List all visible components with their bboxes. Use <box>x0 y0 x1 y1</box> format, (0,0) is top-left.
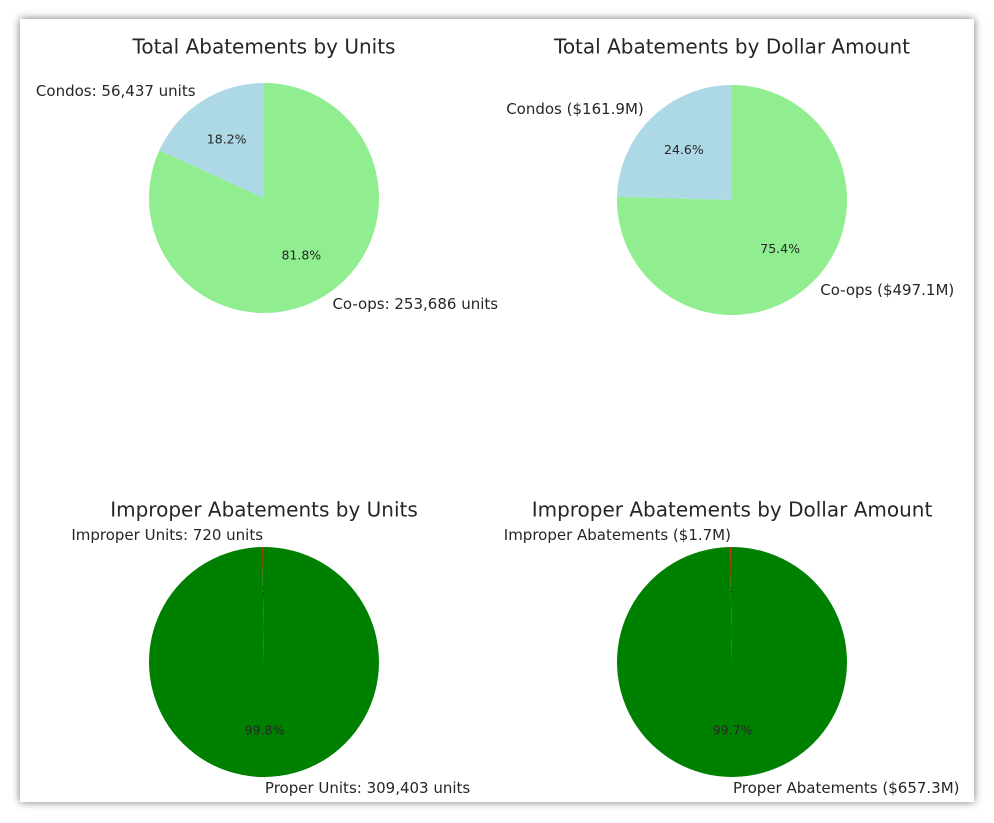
figure-frame: Total Abatements by Units 18.2% Condos: 56… <box>20 19 974 802</box>
pie-slice <box>617 85 732 200</box>
slice-percent-label: 24.6% <box>664 142 704 157</box>
slice-label: Co-ops: 253,686 units <box>332 295 498 313</box>
slice-label: Condos: 56,437 units <box>36 82 196 100</box>
pie-slice <box>159 83 264 198</box>
slice-label: Improper Units: 720 units <box>71 526 263 544</box>
pie-chart-3: Improper Abatements by Units0.2%Improper… <box>71 498 470 797</box>
slice-label: Proper Units: 309,403 units <box>265 779 471 797</box>
pie-slice <box>148 547 379 777</box>
pie-chart-4: Improper Abatements by Dollar Amount0.3%… <box>504 498 960 797</box>
slice-percent-label: 75.4% <box>760 241 800 256</box>
pie-chart-2: Total Abatements by Dollar Amount 24.6% Co… <box>506 35 954 315</box>
pie-slice <box>262 547 264 662</box>
pie-slice <box>149 83 379 313</box>
slice-percent-label: 99.7% <box>713 722 753 737</box>
chart-title: Total Abatements by Units <box>132 35 396 59</box>
chart-title: Improper Abatements by Dollar Amount <box>532 498 933 522</box>
slice-percent-label: 99.8% <box>245 722 285 737</box>
pie-slice <box>730 547 732 662</box>
charts-canvas: Total Abatements by Units 18.2% Condos: 56… <box>36 35 960 797</box>
slice-label: Proper Abatements ($657.3M) <box>733 779 960 797</box>
pie-chart-1: Total Abatements by Units 18.2% Condos: 56… <box>36 35 498 313</box>
pie-slice <box>616 547 847 777</box>
chart-title: Total Abatements by Dollar Amount <box>553 35 910 59</box>
slice-label: Co-ops ($497.1M) <box>820 281 954 299</box>
slice-percent-label: 81.8% <box>281 248 321 263</box>
slice-label: Condos ($161.9M) <box>506 100 644 118</box>
pie-slice <box>617 85 847 315</box>
chart-title: Improper Abatements by Units <box>110 498 418 522</box>
slice-label: Improper Abatements ($1.7M) <box>504 526 731 544</box>
slice-percent-label: 18.2% <box>207 131 247 146</box>
